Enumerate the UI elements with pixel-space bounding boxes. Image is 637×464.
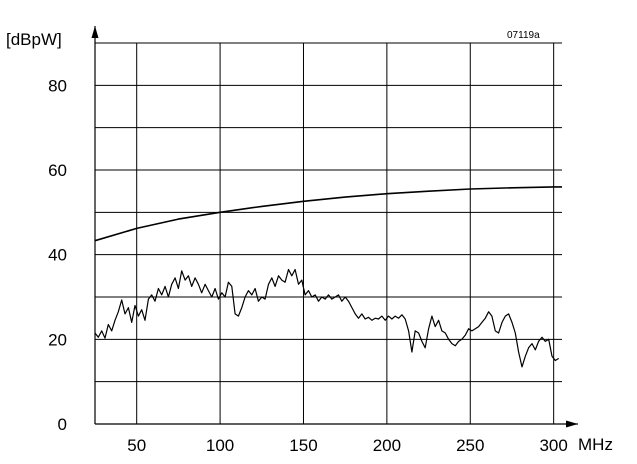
tick-labels: 50 100 150 200 250 300 0 20 40 60 80 [48, 76, 568, 455]
y-tick-label: 20 [48, 330, 67, 349]
x-tick-label: 200 [373, 436, 401, 455]
series-line-measured [94, 268, 560, 368]
series-line-upper [94, 186, 562, 242]
x-axis-unit: MHz [578, 435, 613, 454]
y-axis-arrow [91, 26, 99, 38]
y-axis-label: [dBpW] [6, 30, 62, 49]
y-tick-label: 0 [58, 415, 67, 434]
grid [95, 42, 562, 424]
x-tick-label: 150 [289, 436, 317, 455]
series-lines [94, 186, 562, 368]
figure-code: 07119a [507, 30, 540, 41]
axes [91, 26, 578, 428]
y-tick-label: 60 [48, 161, 67, 180]
x-tick-label: 300 [539, 436, 567, 455]
x-tick-label: 100 [206, 436, 234, 455]
y-tick-label: 80 [48, 76, 67, 95]
x-axis-arrow [566, 420, 578, 428]
x-tick-label: 50 [127, 436, 146, 455]
y-tick-label: 40 [48, 246, 67, 265]
x-tick-label: 250 [456, 436, 484, 455]
